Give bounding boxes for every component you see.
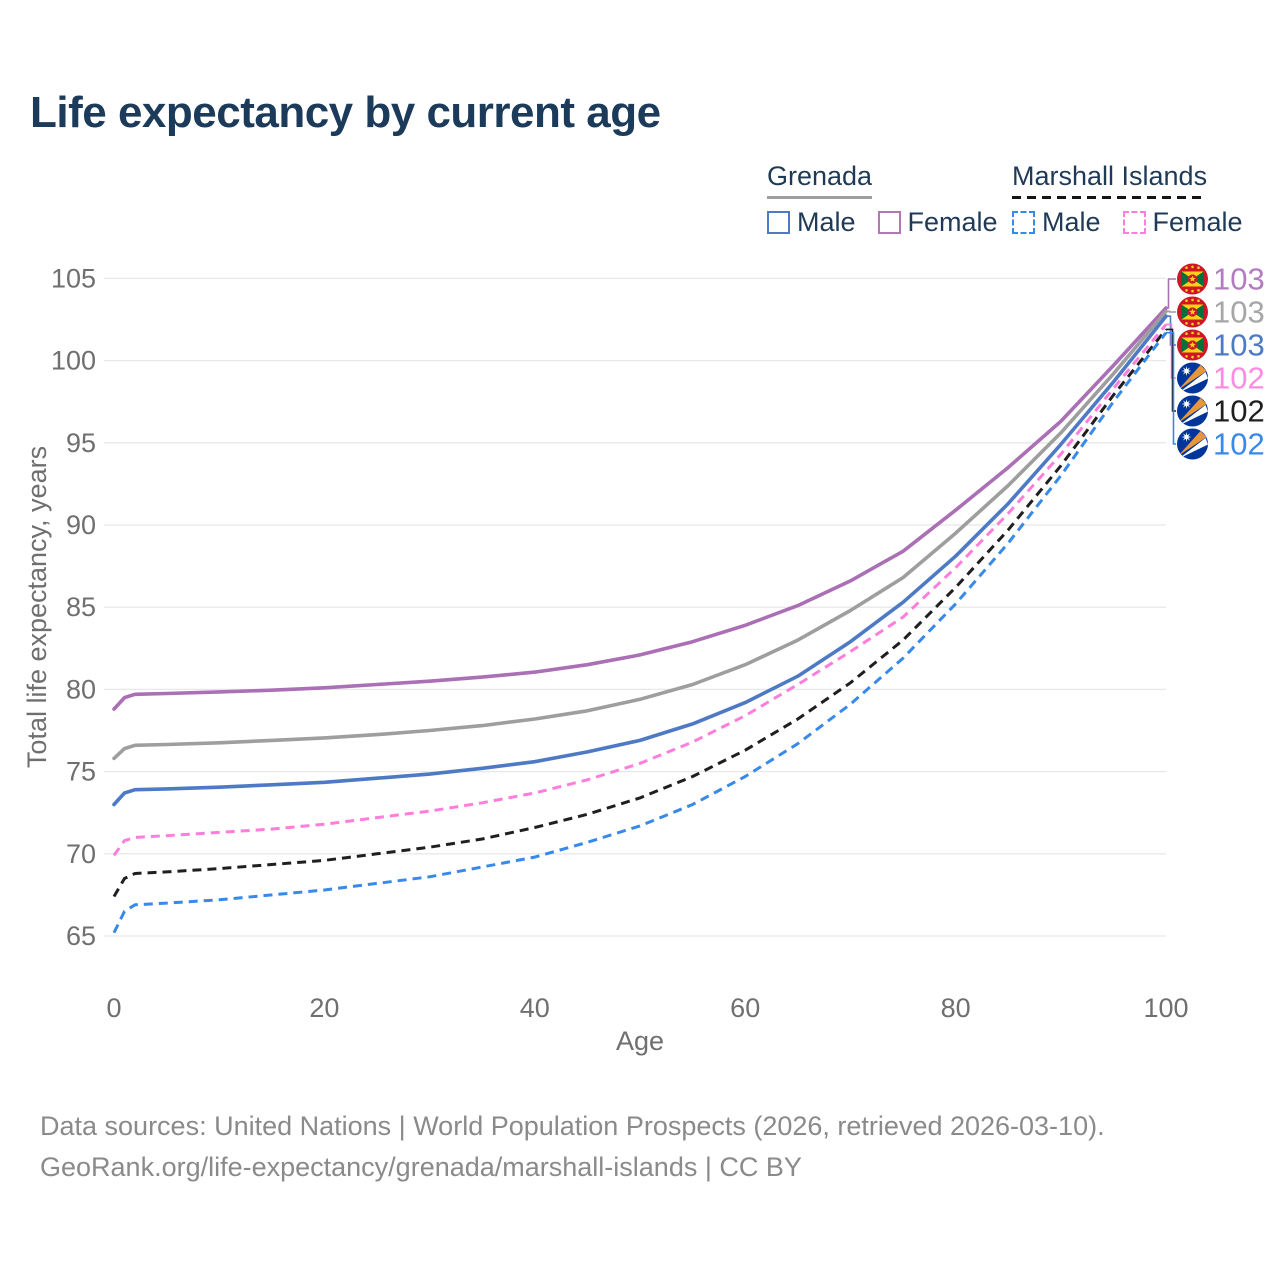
end-value-label-marshall-islands-female: 102 [1213,361,1265,396]
y-tick-label-90: 90 [66,510,96,540]
x-axis-title: Age [616,1026,664,1056]
y-axis-title: Total life expectancy, years [22,446,52,768]
legend-marshall-linestyle-sample [1012,196,1208,199]
end-value-label-grenada-male: 103 [1213,328,1265,363]
legend-group-grenada: Grenada Male Female [767,161,1020,238]
marshall-islands-flag-icon [1177,396,1208,427]
y-tick-label-65: 65 [66,921,96,951]
y-tick-label-85: 85 [66,592,96,622]
end-value-label-grenada-female: 103 [1213,262,1265,297]
y-tick-label-80: 80 [66,674,96,704]
legend-item-label: Female [907,207,998,237]
y-tick-label-105: 105 [51,263,96,293]
x-tick-label-60: 60 [730,993,760,1023]
y-tick-label-100: 100 [51,346,96,376]
grenada-female-swatch-icon [877,211,901,234]
y-tick-label-95: 95 [66,428,96,458]
end-value-label-marshall-islands-male: 102 [1213,427,1265,462]
footer: Data sources: United Nations | World Pop… [40,1106,1105,1188]
page-title: Life expectancy by current age [30,88,661,137]
series-line-marshall-islands-both-sexes[interactable] [112,328,1168,898]
x-tick-label-0: 0 [106,993,121,1023]
marshall-islands-flag-icon [1177,363,1208,394]
legend-item-label: Female [1152,207,1243,237]
legend-item-marshall-female[interactable]: Female [1122,207,1243,238]
legend-group-text: Grenada [767,161,873,191]
series-line-grenada-female[interactable] [112,306,1168,711]
marshall-male-swatch-icon [1012,211,1035,234]
leader-line-marshall-islands-male [1166,331,1176,445]
y-tick-label-70: 70 [66,839,96,869]
grenada-flag-icon [1177,330,1208,361]
legend-group-marshall-islands: Marshall Islands Male Female [1012,161,1265,238]
legend-item-label: Male [797,207,856,237]
legend-item-marshall-male[interactable]: Male [1012,207,1101,238]
legend-grenada-linestyle-sample [767,196,873,199]
legend: Grenada Male Female Marshall Islands Mal… [0,0,1280,250]
end-value-label-grenada-both-sexes: 103 [1213,295,1265,330]
series-line-marshall-islands-female[interactable] [112,323,1168,857]
leader-line-grenada-female [1166,278,1176,309]
legend-group-text: Marshall Islands [1012,161,1208,191]
footer-data-sources: Data sources: United Nations | World Pop… [40,1111,1105,1141]
marshall-female-swatch-icon [1122,211,1146,234]
x-tick-label-100: 100 [1143,993,1188,1023]
grenada-male-swatch-icon [767,211,790,234]
x-tick-label-40: 40 [520,993,550,1023]
legend-item-label: Male [1042,207,1101,237]
series-line-grenada-male[interactable] [112,314,1168,807]
y-tick-label-75: 75 [66,757,96,787]
series-line-grenada-both-sexes[interactable] [112,309,1168,761]
x-tick-label-20: 20 [309,993,339,1023]
legend-item-grenada-male[interactable]: Male [767,207,856,238]
x-tick-label-80: 80 [941,993,971,1023]
grenada-flag-icon [1177,264,1208,295]
grenada-flag-icon [1177,297,1208,328]
footer-attribution-url: GeoRank.org/life-expectancy/grenada/mars… [40,1152,802,1182]
marshall-islands-flag-icon [1177,429,1208,460]
series-line-marshall-islands-male[interactable] [112,331,1168,934]
end-value-label-marshall-islands-both-sexes: 102 [1213,394,1265,429]
legend-group-label-marshall-islands[interactable]: Marshall Islands [1012,161,1208,199]
legend-item-grenada-female[interactable]: Female [877,207,998,238]
leader-line-grenada-both-sexes [1166,310,1176,313]
legend-group-label-grenada[interactable]: Grenada [767,161,873,199]
